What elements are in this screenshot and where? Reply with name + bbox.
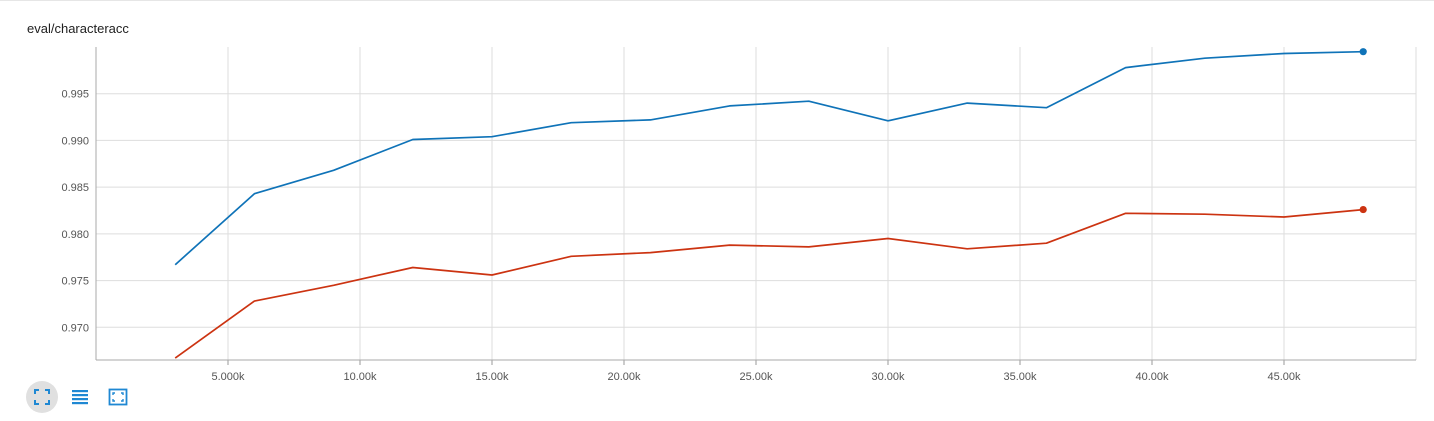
- x-tick-label: 45.00k: [1267, 371, 1301, 381]
- list-icon: [72, 390, 88, 405]
- x-tick-label: 25.00k: [739, 371, 773, 381]
- fullscreen-icon: [34, 389, 50, 405]
- x-tick-label: 20.00k: [607, 371, 641, 381]
- x-tick-label: 5.000k: [211, 371, 245, 381]
- y-tick-label: 0.980: [61, 229, 89, 241]
- x-tick-label: 40.00k: [1135, 371, 1169, 381]
- series-1-last-point: [1359, 48, 1367, 56]
- x-tick-label: 35.00k: [1003, 371, 1037, 381]
- fit-domain-button[interactable]: [102, 381, 134, 413]
- chart-toolbar: [26, 381, 134, 413]
- y-tick-label: 0.995: [61, 89, 89, 101]
- fit-domain-icon: [108, 388, 128, 406]
- series-2-last-point: [1359, 205, 1367, 214]
- series-2-line: [174, 208, 1364, 359]
- toggle-data-button[interactable]: [64, 381, 96, 413]
- y-tick-label: 0.985: [61, 182, 89, 194]
- expand-button[interactable]: [26, 381, 58, 413]
- x-tick-label: 15.00k: [475, 371, 509, 381]
- y-tick-label: 0.990: [61, 135, 89, 147]
- chart-title: eval/characteracc: [27, 21, 129, 36]
- x-tick-label: 30.00k: [871, 371, 905, 381]
- y-tick-label: 0.970: [61, 322, 89, 334]
- series-1-line: [174, 50, 1364, 266]
- y-tick-label: 0.975: [61, 276, 89, 288]
- x-tick-label: 10.00k: [343, 371, 377, 381]
- line-chart[interactable]: 0.970 0.975 0.980 0.985 0.990 0.995 5.000k 10.0…: [0, 1, 1434, 381]
